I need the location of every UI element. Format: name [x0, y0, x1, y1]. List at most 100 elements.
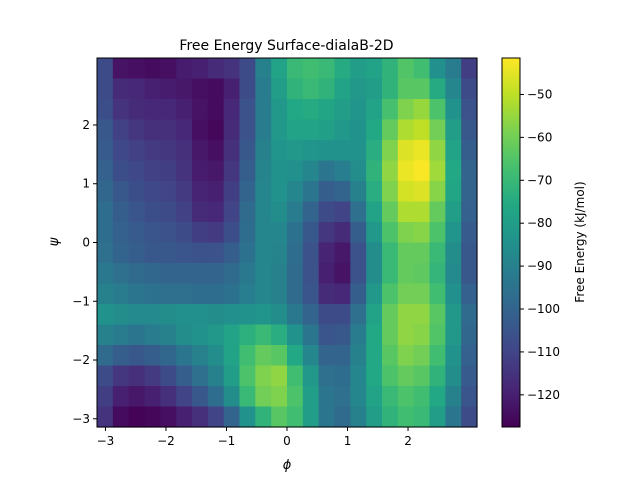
- heatmap-cell: [207, 222, 225, 244]
- heatmap-cell: [397, 119, 415, 141]
- heatmap-cell: [429, 181, 446, 203]
- heatmap-cell: [334, 304, 351, 326]
- heatmap-cell: [413, 263, 431, 285]
- heatmap-cell: [334, 242, 351, 264]
- heatmap-cell: [334, 140, 351, 162]
- heatmap-cell: [382, 345, 399, 367]
- heatmap-cell: [302, 263, 320, 285]
- heatmap-cell: [334, 58, 351, 80]
- heatmap-cell: [302, 222, 320, 244]
- heatmap-cell: [128, 406, 146, 428]
- heatmap-cell: [223, 365, 241, 387]
- heatmap-cell: [97, 78, 114, 100]
- heatmap-cell: [160, 345, 177, 367]
- heatmap-cell: [461, 263, 478, 285]
- heatmap-cell: [366, 181, 383, 203]
- heatmap-cell: [382, 365, 399, 387]
- heatmap-cell: [160, 283, 177, 305]
- heatmap-cell: [287, 99, 304, 121]
- heatmap-cell: [223, 345, 241, 367]
- heatmap-cell: [112, 119, 130, 141]
- colorbar-tick-label: −80: [527, 216, 552, 230]
- heatmap-cell: [366, 58, 383, 80]
- heatmap-cell: [239, 181, 256, 203]
- heatmap-cell: [239, 386, 256, 408]
- heatmap-cell: [413, 99, 431, 121]
- heatmap-cell: [223, 201, 241, 223]
- heatmap-cell: [239, 201, 256, 223]
- heatmap-cell: [366, 283, 383, 305]
- heatmap-cell: [144, 119, 161, 141]
- heatmap-cell: [97, 386, 114, 408]
- heatmap-cell: [413, 160, 431, 182]
- heatmap-cell: [239, 406, 256, 428]
- heatmap-cell: [239, 160, 256, 182]
- heatmap-cell: [128, 222, 146, 244]
- heatmap-cells: [97, 58, 478, 428]
- heatmap-cell: [144, 222, 161, 244]
- heatmap-cell: [382, 283, 399, 305]
- heatmap-cell: [112, 283, 130, 305]
- x-tick-label: 0: [283, 434, 291, 448]
- heatmap-cell: [207, 140, 225, 162]
- heatmap-cell: [413, 283, 431, 305]
- heatmap-cell: [302, 119, 320, 141]
- heatmap-cell: [350, 160, 367, 182]
- heatmap-cell: [176, 119, 193, 141]
- heatmap-cell: [223, 222, 241, 244]
- heatmap-cell: [334, 119, 351, 141]
- heatmap-cell: [287, 222, 304, 244]
- heatmap-cell: [287, 324, 304, 346]
- heatmap-cell: [287, 119, 304, 141]
- heatmap-cell: [350, 283, 367, 305]
- heatmap-cell: [112, 201, 130, 223]
- heatmap-cell: [429, 160, 446, 182]
- heatmap-cell: [128, 78, 146, 100]
- heatmap-cell: [302, 304, 320, 326]
- heatmap-cell: [287, 201, 304, 223]
- heatmap-cell: [255, 283, 272, 305]
- heatmap-cell: [397, 99, 415, 121]
- colorbar-tick-label: −90: [527, 259, 552, 273]
- x-tick-label: −2: [157, 434, 175, 448]
- heatmap-cell: [271, 365, 288, 387]
- heatmap-cell: [97, 201, 114, 223]
- heatmap-cell: [97, 406, 114, 428]
- heatmap-cell: [413, 140, 431, 162]
- heatmap-cell: [350, 242, 367, 264]
- heatmap-cell: [160, 365, 177, 387]
- heatmap-cell: [318, 78, 336, 100]
- heatmap-cell: [397, 386, 415, 408]
- heatmap-cell: [255, 242, 272, 264]
- heatmap-cell: [429, 324, 446, 346]
- heatmap-cell: [207, 365, 225, 387]
- heatmap-cell: [334, 324, 351, 346]
- heatmap-cell: [461, 345, 478, 367]
- y-tick-label: 2: [82, 118, 90, 132]
- heatmap-cell: [461, 78, 478, 100]
- heatmap-cell: [461, 222, 478, 244]
- heatmap-cell: [223, 58, 241, 80]
- heatmap-cell: [144, 386, 161, 408]
- heatmap-cell: [97, 263, 114, 285]
- heatmap-cell: [192, 324, 209, 346]
- heatmap-cell: [445, 386, 462, 408]
- heatmap-cell: [445, 58, 462, 80]
- heatmap-cell: [461, 304, 478, 326]
- heatmap-cell: [97, 283, 114, 305]
- heatmap-cell: [429, 78, 446, 100]
- heatmap-cell: [223, 140, 241, 162]
- heatmap-cell: [255, 99, 272, 121]
- heatmap-cell: [318, 99, 336, 121]
- heatmap-cell: [413, 119, 431, 141]
- x-axis-ticks: −3 −2 −1 0 1 2: [97, 427, 412, 448]
- heatmap-cell: [287, 365, 304, 387]
- heatmap-cell: [223, 386, 241, 408]
- heatmap-cell: [287, 263, 304, 285]
- heatmap-cell: [287, 160, 304, 182]
- heatmap-cell: [350, 365, 367, 387]
- heatmap-cell: [97, 222, 114, 244]
- heatmap-cell: [112, 181, 130, 203]
- heatmap-cell: [176, 140, 193, 162]
- heatmap-cell: [271, 222, 288, 244]
